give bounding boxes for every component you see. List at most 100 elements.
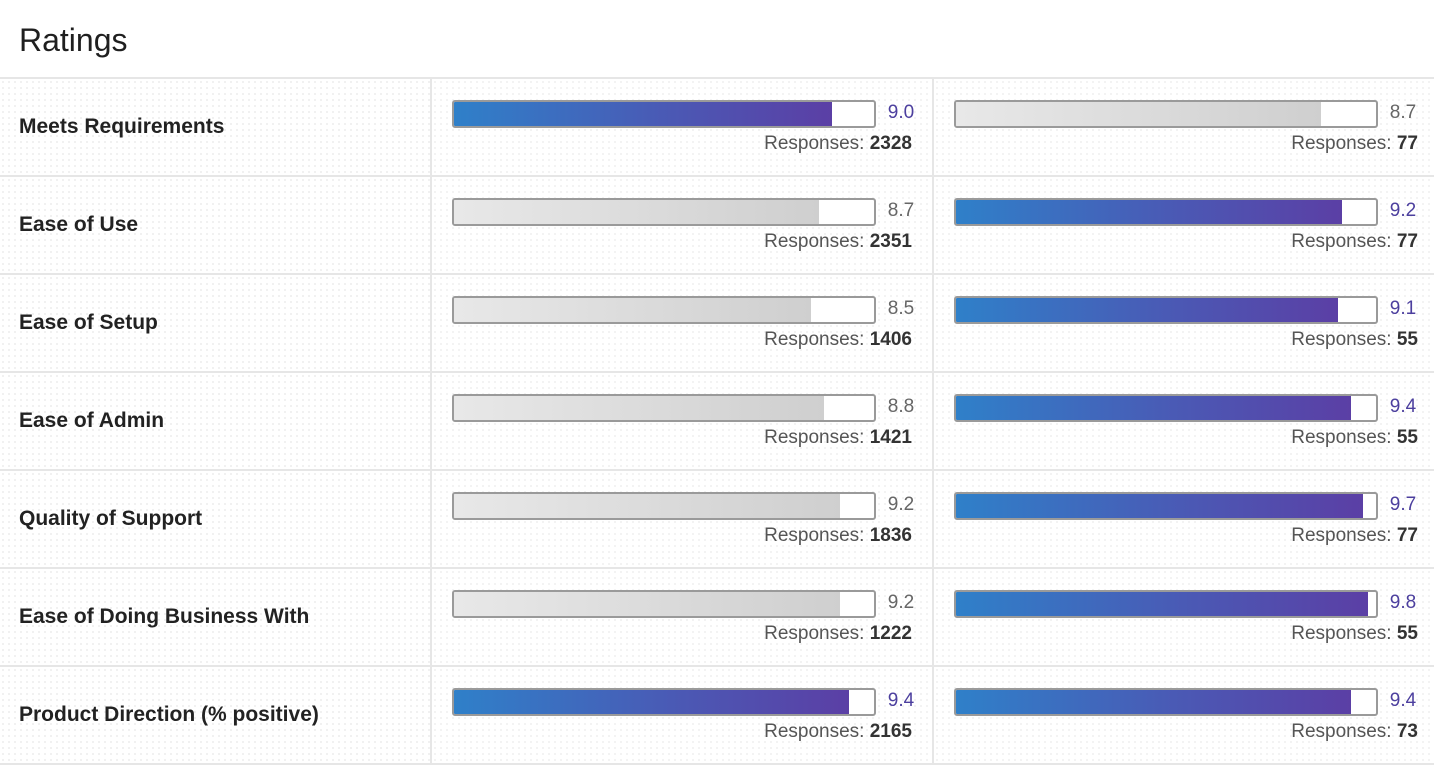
responses-number: 77 [1396, 525, 1418, 546]
rating-score: 9.2 [1389, 200, 1417, 221]
rating-score: 9.4 [1389, 690, 1417, 711]
responses-count: Responses: 73 [1291, 721, 1418, 743]
product-b-rating: 9.4 Responses: 55 [934, 373, 1434, 469]
rating-row: Quality of Support 9.2 Responses: 1836 9.7 R… [0, 471, 1434, 569]
responses-label: Responses: [764, 623, 865, 644]
rating-row: Product Direction (% positive) 9.4 Respons… [0, 667, 1434, 765]
responses-count: Responses: 1421 [764, 427, 912, 449]
rating-score: 8.5 [887, 298, 915, 319]
rating-bar [954, 492, 1378, 520]
rating-score: 8.7 [887, 200, 915, 221]
rating-bar [954, 590, 1378, 618]
product-a-rating: 8.7 Responses: 2351 [432, 177, 934, 273]
rating-category-label: Quality of Support [0, 471, 432, 567]
responses-label: Responses: [764, 329, 865, 350]
responses-label: Responses: [1291, 525, 1392, 546]
rating-bar [954, 394, 1378, 422]
rating-bar [452, 394, 876, 422]
product-a-rating: 8.5 Responses: 1406 [432, 275, 934, 371]
responses-count: Responses: 55 [1291, 329, 1418, 351]
product-a-rating: 9.0 Responses: 2328 [432, 79, 934, 175]
rating-bar-fill [956, 494, 1364, 518]
rating-bar-fill [454, 494, 841, 518]
rating-score: 8.8 [887, 396, 915, 417]
ratings-table: Meets Requirements 9.0 Responses: 2328 8.7 R… [0, 79, 1434, 765]
responses-label: Responses: [764, 133, 865, 154]
ratings-header: Ratings [0, 0, 1434, 79]
rating-score: 9.2 [887, 592, 915, 613]
rating-bar [954, 198, 1378, 226]
responses-count: Responses: 77 [1291, 231, 1418, 253]
rating-bar-fill [956, 690, 1351, 714]
rating-category-label: Ease of Admin [0, 373, 432, 469]
responses-label: Responses: [764, 231, 865, 252]
rating-score: 9.0 [887, 102, 915, 123]
rating-score: 9.4 [1389, 396, 1417, 417]
responses-count: Responses: 55 [1291, 427, 1418, 449]
responses-count: Responses: 2351 [764, 231, 912, 253]
rating-row: Ease of Setup 8.5 Responses: 1406 9.1 Respon… [0, 275, 1434, 373]
rating-bar-fill [454, 396, 824, 420]
product-a-rating: 9.2 Responses: 1836 [432, 471, 934, 567]
rating-bar [954, 100, 1378, 128]
rating-bar [954, 296, 1378, 324]
product-b-rating: 9.8 Responses: 55 [934, 569, 1434, 665]
responses-number: 55 [1396, 623, 1418, 644]
rating-bar-fill [956, 200, 1343, 224]
responses-count: Responses: 2328 [764, 133, 912, 155]
rating-bar [452, 492, 876, 520]
responses-count: Responses: 1222 [764, 623, 912, 645]
responses-label: Responses: [1291, 721, 1392, 742]
rating-bar [452, 590, 876, 618]
product-b-rating: 9.2 Responses: 77 [934, 177, 1434, 273]
product-b-rating: 9.4 Responses: 73 [934, 667, 1434, 763]
rating-category-label: Ease of Use [0, 177, 432, 273]
rating-bar-fill [454, 690, 849, 714]
rating-bar-fill [956, 592, 1368, 616]
responses-label: Responses: [1291, 623, 1392, 644]
product-a-rating: 9.4 Responses: 2165 [432, 667, 934, 763]
rating-score: 9.1 [1389, 298, 1417, 319]
rating-score: 9.7 [1389, 494, 1417, 515]
rating-row: Ease of Admin 8.8 Responses: 1421 9.4 Respon… [0, 373, 1434, 471]
responses-number: 2328 [869, 133, 912, 154]
rating-bar [452, 100, 876, 128]
rating-bar-fill [454, 200, 820, 224]
product-b-rating: 9.7 Responses: 77 [934, 471, 1434, 567]
rating-bar-fill [454, 298, 811, 322]
rating-bar-fill [956, 102, 1322, 126]
responses-label: Responses: [764, 525, 865, 546]
responses-number: 2165 [869, 721, 912, 742]
responses-count: Responses: 55 [1291, 623, 1418, 645]
rating-category-label: Meets Requirements [0, 79, 432, 175]
rating-score: 9.2 [887, 494, 915, 515]
product-b-rating: 9.1 Responses: 55 [934, 275, 1434, 371]
rating-category-label: Ease of Doing Business With [0, 569, 432, 665]
responses-label: Responses: [1291, 329, 1392, 350]
responses-number: 1421 [869, 427, 912, 448]
rating-score: 9.4 [887, 690, 915, 711]
product-b-rating: 8.7 Responses: 77 [934, 79, 1434, 175]
responses-label: Responses: [764, 427, 865, 448]
responses-number: 55 [1396, 427, 1418, 448]
rating-bar [452, 198, 876, 226]
rating-bar-fill [956, 298, 1339, 322]
responses-label: Responses: [1291, 427, 1392, 448]
product-a-rating: 8.8 Responses: 1421 [432, 373, 934, 469]
responses-number: 2351 [869, 231, 912, 252]
rating-bar [954, 688, 1378, 716]
rating-category-label: Ease of Setup [0, 275, 432, 371]
rating-bar-fill [454, 592, 841, 616]
rating-row: Ease of Use 8.7 Responses: 2351 9.2 Response… [0, 177, 1434, 275]
rating-bar-fill [956, 396, 1351, 420]
rating-bar-fill [454, 102, 832, 126]
rating-category-label: Product Direction (% positive) [0, 667, 432, 763]
responses-label: Responses: [764, 721, 865, 742]
rating-score: 8.7 [1389, 102, 1417, 123]
rating-bar [452, 688, 876, 716]
rating-row: Ease of Doing Business With 9.2 Responses:… [0, 569, 1434, 667]
rating-row: Meets Requirements 9.0 Responses: 2328 8.7 R… [0, 79, 1434, 177]
responses-number: 1222 [869, 623, 912, 644]
product-a-rating: 9.2 Responses: 1222 [432, 569, 934, 665]
responses-count: Responses: 2165 [764, 721, 912, 743]
